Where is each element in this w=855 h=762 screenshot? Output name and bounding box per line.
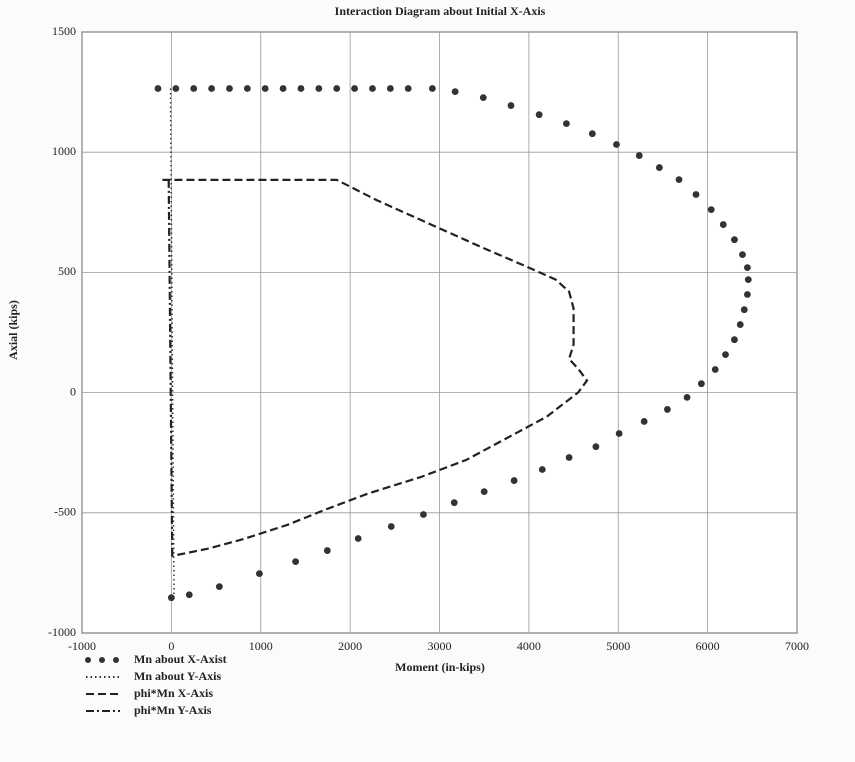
y-tick-label: -500 — [54, 505, 76, 519]
data-point — [613, 141, 620, 148]
data-point — [168, 594, 175, 601]
data-point — [745, 276, 752, 283]
data-point — [536, 111, 543, 118]
data-point — [451, 499, 458, 506]
data-point — [737, 321, 744, 328]
y-axis-label: Axial (kips) — [6, 300, 20, 360]
data-point — [190, 85, 197, 92]
data-point — [480, 94, 487, 101]
data-point — [298, 85, 305, 92]
chart: Interaction Diagram about Initial X-Axis… — [0, 0, 855, 762]
y-tick-label: 500 — [58, 264, 76, 278]
data-point — [741, 306, 748, 313]
data-point — [731, 236, 738, 243]
data-point — [676, 176, 683, 183]
x-tick-label: 1000 — [249, 639, 273, 653]
data-point — [387, 85, 394, 92]
x-tick-label: 6000 — [696, 639, 720, 653]
legend-marker — [113, 657, 119, 663]
legend-label: phi*Mn Y-Axis — [134, 703, 212, 717]
data-point — [481, 488, 488, 495]
data-point — [405, 85, 412, 92]
data-point — [641, 418, 648, 425]
data-point — [226, 85, 233, 92]
y-tick-label: 0 — [70, 384, 76, 398]
data-point — [508, 102, 515, 109]
data-point — [351, 85, 358, 92]
x-tick-label: 5000 — [606, 639, 630, 653]
legend-marker — [85, 657, 91, 663]
data-point — [722, 351, 729, 358]
data-point — [369, 85, 376, 92]
data-point — [324, 547, 331, 554]
x-tick-label: -1000 — [68, 639, 96, 653]
data-point — [262, 85, 269, 92]
data-point — [712, 366, 719, 373]
legend-label: phi*Mn X-Axis — [134, 686, 213, 700]
data-point — [256, 570, 263, 577]
data-point — [744, 291, 751, 298]
data-point — [452, 88, 459, 95]
data-point — [244, 85, 251, 92]
legend-marker — [99, 657, 105, 663]
x-tick-label: 0 — [168, 639, 174, 653]
data-point — [355, 535, 362, 542]
y-tick-label: 1500 — [52, 24, 76, 38]
data-point — [656, 164, 663, 171]
legend-label: Mn about X-Axist — [134, 652, 227, 666]
data-point — [731, 336, 738, 343]
x-axis-label: Moment (in-kips) — [395, 660, 485, 674]
data-point — [636, 152, 643, 159]
data-point — [292, 558, 299, 565]
data-point — [616, 430, 623, 437]
data-point — [539, 466, 546, 473]
data-point — [172, 85, 179, 92]
data-point — [593, 443, 600, 450]
data-point — [566, 454, 573, 461]
data-point — [208, 85, 215, 92]
data-point — [280, 85, 287, 92]
data-point — [186, 591, 193, 598]
data-point — [429, 85, 436, 92]
y-tick-label: 1000 — [52, 144, 76, 158]
data-point — [155, 85, 162, 92]
y-tick-label: -1000 — [48, 625, 76, 639]
data-point — [333, 85, 340, 92]
legend-label: Mn about Y-Axis — [134, 669, 221, 683]
data-point — [216, 583, 223, 590]
x-tick-label: 7000 — [785, 639, 809, 653]
data-point — [684, 394, 691, 401]
x-tick-label: 2000 — [338, 639, 362, 653]
data-point — [420, 511, 427, 518]
data-point — [388, 523, 395, 530]
data-point — [708, 206, 715, 213]
x-tick-label: 4000 — [517, 639, 541, 653]
data-point — [693, 191, 700, 198]
data-point — [698, 380, 705, 387]
data-point — [315, 85, 322, 92]
data-point — [589, 130, 596, 137]
data-point — [511, 477, 518, 484]
data-point — [720, 221, 727, 228]
chart-title: Interaction Diagram about Initial X-Axis — [335, 4, 546, 18]
data-point — [739, 251, 746, 258]
data-point — [563, 120, 570, 127]
x-tick-label: 3000 — [428, 639, 452, 653]
data-point — [744, 264, 751, 271]
data-point — [664, 406, 671, 413]
